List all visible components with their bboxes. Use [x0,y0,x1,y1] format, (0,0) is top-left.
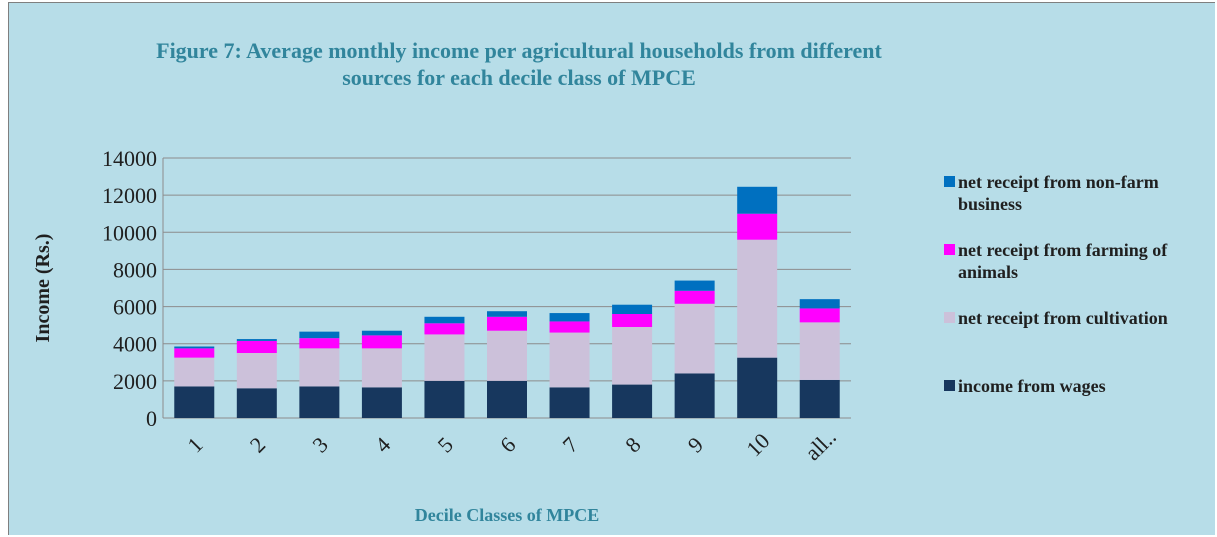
bar-segment [299,331,340,339]
legend-swatch [944,380,955,391]
legend-item: net receipt from cultivation [944,307,1194,375]
x-tick-label: 8 [620,432,645,457]
bar-segment [299,338,340,349]
x-tick-label: 9 [683,432,708,457]
legend-swatch [944,312,955,323]
x-tick-label: 6 [495,432,520,457]
bar-segment [549,313,590,322]
legend-item: net receipt from non-farm business [944,171,1194,239]
bar-segment [236,388,277,418]
y-tick-label: 8000 [113,257,157,282]
y-tick-label: 10000 [102,220,157,245]
bar-segment [487,311,527,317]
bar-segment [361,348,402,388]
legend-item: net receipt from farming of animals [944,239,1194,307]
bar-segment [549,332,590,388]
x-tick-label: all.. [800,424,841,465]
bar-segment [799,308,840,323]
bar-segment [737,213,778,240]
bar-segment [236,340,277,353]
bar-segment [737,357,778,418]
x-tick-label: 10 [741,428,774,461]
chart: 0 2000 4000 6000 8000 10000 12000 14000 1 2 3 4 5 6 7 8… [32,146,851,525]
bar-segment [612,384,653,418]
y-tick-label: 4000 [113,332,157,357]
bar-segment [361,330,402,336]
bar-segment [424,380,465,418]
legend-label: net receipt from farming of animals [958,240,1168,282]
legend-swatch [944,176,955,187]
bar-segment [174,386,215,418]
legend-label: income from wages [958,376,1106,396]
bar-segment [674,373,715,418]
bar-segment [424,334,465,381]
bar-segment [236,339,277,341]
bar-segment [549,321,590,333]
bar-segment [487,380,527,418]
bar-segment [799,379,840,418]
x-tick-label: 4 [370,432,395,457]
y-tick-label: 14000 [102,146,157,171]
bar-segment [612,327,653,385]
y-axis-label: Income (Rs.) [32,234,54,343]
bar-segment [361,387,402,418]
x-tick-label: 2 [245,432,270,457]
legend-item: income from wages [944,375,1194,443]
x-tick-label: 1 [182,432,207,457]
y-tick-label: 6000 [113,295,157,320]
bar-segment [487,330,527,381]
y-tick-label: 2000 [113,369,157,394]
bar-segment [236,353,277,389]
bar-segment [549,387,590,418]
bar-segment [674,280,715,291]
x-tick-label: 3 [307,432,332,457]
legend-label: net receipt from non-farm business [958,172,1159,214]
x-tick-label: 5 [432,432,457,457]
bar-segment [487,316,527,331]
bar-segment [799,299,840,309]
bar-segment [361,335,402,349]
bar-segment [674,303,715,374]
y-tick-label: 0 [146,406,157,431]
x-axis-label: Decile Classes of MPCE [415,505,599,525]
bar-segment [674,290,715,304]
bar-segment [424,316,465,324]
bar-segment [174,348,215,358]
bar-segment [424,323,465,335]
y-tick-label: 12000 [102,183,157,208]
chart-area: 0 2000 4000 6000 8000 10000 12000 14000 1 2 3 4 5 6 7 8… [8,2,1215,535]
bar-segment [612,314,653,327]
bar-segment [299,348,340,387]
chart-title: Figure 7: Average monthly income per agr… [156,38,882,90]
bar-segment [799,322,840,380]
bar-segment [299,386,340,418]
bar-segment [737,186,778,214]
legend: net receipt from non-farm business net re… [944,171,1194,443]
legend-label: net receipt from cultivation [958,308,1168,328]
bar-segment [174,357,215,387]
bar-segment [174,346,215,349]
x-tick-label: 7 [558,432,583,457]
bar-segment [612,304,653,314]
bar-segment [737,239,778,358]
legend-swatch [944,244,955,255]
